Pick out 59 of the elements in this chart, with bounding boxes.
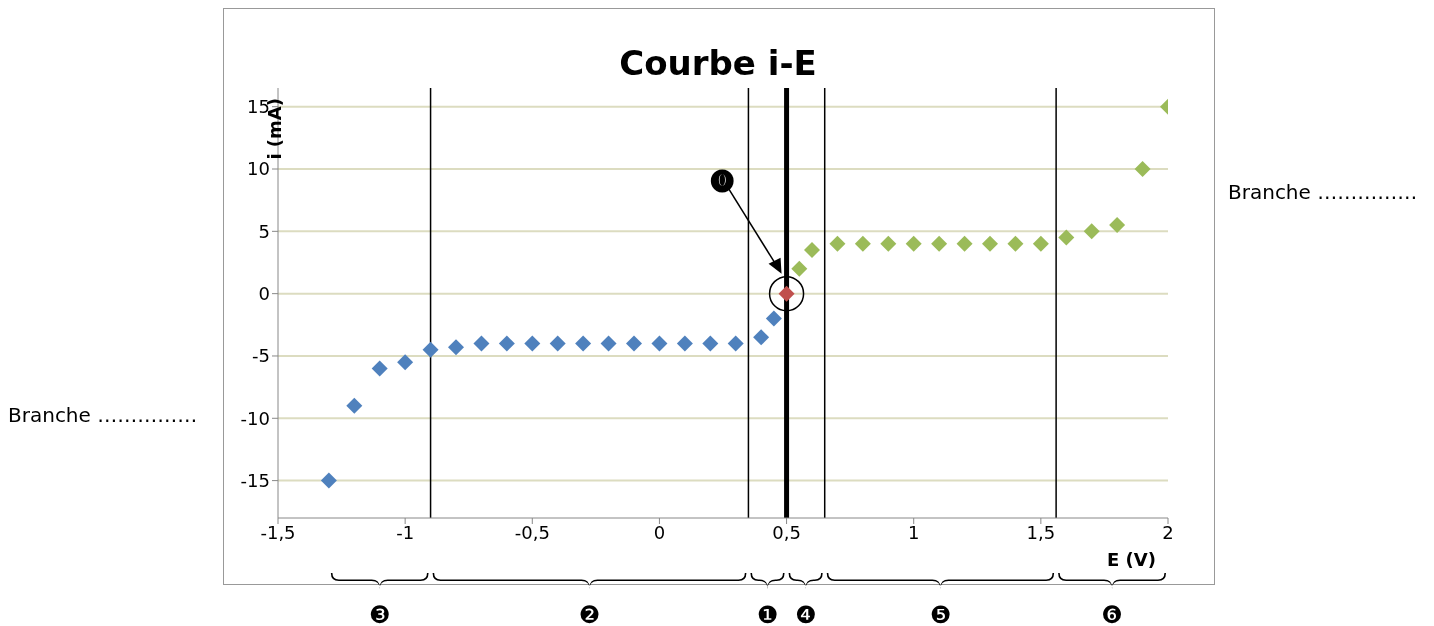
point	[727, 335, 744, 352]
text: ❷	[578, 601, 601, 626]
x-tick-label: 1	[907, 521, 920, 543]
point	[422, 341, 439, 358]
point	[346, 397, 363, 414]
point	[931, 235, 948, 252]
text: Branche ……………	[1228, 180, 1418, 204]
point	[676, 335, 693, 352]
x-axis-title: E (V)	[1107, 549, 1156, 570]
point	[524, 335, 541, 352]
chart-title: Courbe i-E	[618, 43, 818, 83]
point	[448, 339, 464, 356]
point	[371, 360, 388, 377]
x-tick-label: -1	[396, 521, 415, 543]
point	[791, 260, 808, 277]
point	[982, 235, 998, 252]
y-tick-label: -5	[252, 345, 270, 367]
point	[397, 354, 414, 371]
point	[702, 335, 719, 352]
point	[880, 235, 897, 252]
text: Branche ……………	[8, 403, 198, 427]
point	[1032, 235, 1049, 252]
point	[651, 335, 668, 352]
text: ❹	[794, 601, 817, 626]
y-tick-label: -10	[240, 407, 270, 429]
y-tick-label: 10	[247, 158, 270, 180]
point	[956, 235, 973, 252]
point	[1134, 161, 1151, 178]
x-tick-label: 0,5	[772, 521, 801, 543]
point	[1058, 229, 1075, 246]
x-tick-label: 1,5	[1026, 521, 1056, 543]
annotation: ⓿	[709, 165, 734, 193]
point	[473, 335, 490, 352]
point	[765, 310, 782, 327]
point	[854, 235, 871, 252]
point	[575, 335, 592, 352]
text: ❻	[1101, 601, 1123, 626]
point	[600, 335, 617, 352]
point	[549, 335, 566, 352]
point	[498, 335, 515, 352]
text: ❶	[756, 601, 779, 626]
x-tick-label: -1,5	[260, 521, 296, 543]
x-tick-label: -0,5	[514, 521, 550, 543]
point	[753, 329, 770, 346]
point	[829, 235, 846, 252]
point	[626, 335, 642, 352]
y-tick-label: -15	[240, 470, 270, 491]
x-tick-label: 2	[1162, 521, 1174, 543]
point	[1083, 223, 1100, 240]
x-tick-label: 0	[653, 521, 666, 543]
point	[1109, 217, 1126, 234]
point	[804, 242, 820, 259]
point	[1007, 235, 1024, 252]
y-tick-label: 5	[258, 220, 270, 242]
text: ❺	[929, 601, 952, 626]
text: ❸	[368, 601, 391, 626]
point	[320, 472, 337, 489]
y-tick-label: 0	[258, 283, 270, 305]
point	[905, 235, 922, 252]
